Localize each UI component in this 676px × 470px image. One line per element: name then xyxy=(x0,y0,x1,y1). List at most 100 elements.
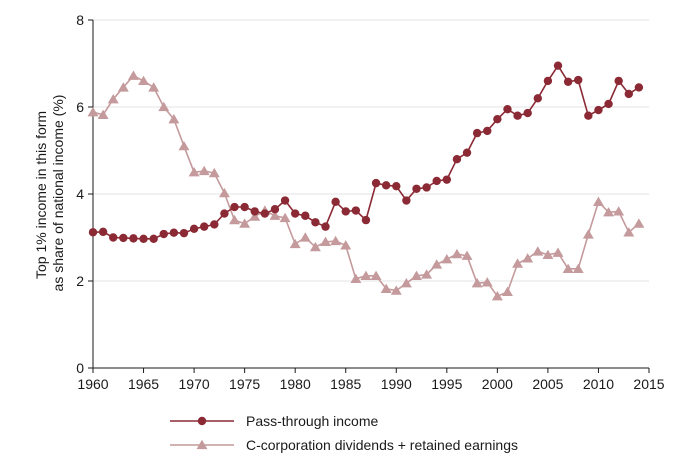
data-point-0-1982 xyxy=(311,218,320,227)
data-point-1-1985 xyxy=(340,240,352,250)
data-point-0-1974 xyxy=(230,202,239,212)
y-tick-label-6: 6 xyxy=(76,99,84,115)
data-point-1-1964 xyxy=(127,70,139,80)
data-point-1-1961 xyxy=(97,109,109,119)
data-point-0-2010 xyxy=(594,105,603,115)
data-point-1-1978 xyxy=(269,210,281,220)
data-point-1-2013 xyxy=(623,227,635,237)
data-point-1-2012 xyxy=(613,206,625,216)
data-point-0-1966 xyxy=(149,234,158,244)
data-point-0-2000 xyxy=(493,114,502,124)
data-point-0-1997 xyxy=(462,148,472,157)
data-point-0-1963 xyxy=(119,233,128,243)
legend-label-pass-through: Pass-through income xyxy=(246,413,379,429)
y-tick-label-4: 4 xyxy=(76,186,84,202)
data-point-1-1976 xyxy=(249,211,261,221)
data-point-0-2001 xyxy=(503,104,512,114)
x-tick-label-1985: 1985 xyxy=(330,376,361,392)
x-tick-label-2005: 2005 xyxy=(532,376,563,392)
data-point-1-1968 xyxy=(168,113,180,124)
data-point-1-2007 xyxy=(562,263,574,273)
data-point-0-1964 xyxy=(129,234,138,243)
data-point-0-2003 xyxy=(523,108,532,118)
data-point-0-1969 xyxy=(179,228,189,238)
data-point-0-2009 xyxy=(584,111,593,120)
data-point-0-1976 xyxy=(250,207,259,216)
data-point-0-1999 xyxy=(483,126,492,136)
data-point-1-1962 xyxy=(107,93,119,104)
data-point-1-2004 xyxy=(532,246,544,256)
data-point-1-2005 xyxy=(542,249,554,260)
data-point-0-1977 xyxy=(260,209,270,218)
x-tick-label-2000: 2000 xyxy=(482,376,513,392)
data-point-0-1983 xyxy=(321,222,330,231)
data-point-0-1985 xyxy=(341,207,350,216)
series-1 xyxy=(87,70,645,301)
legend-item-pass-through: Pass-through income xyxy=(170,413,379,429)
data-point-0-1968 xyxy=(169,228,179,237)
data-point-0-2008 xyxy=(574,75,583,85)
data-point-1-1967 xyxy=(158,101,170,112)
data-point-1-1995 xyxy=(441,254,453,264)
data-point-0-2012 xyxy=(614,76,623,86)
x-tick-label-1960: 1960 xyxy=(77,376,108,392)
x-tick-label-2015: 2015 xyxy=(633,376,664,392)
data-point-0-1996 xyxy=(452,155,462,164)
data-point-1-1998 xyxy=(471,277,483,288)
data-point-0-1978 xyxy=(270,205,280,214)
legend-key-c-corporation xyxy=(170,439,234,450)
data-point-1-1996 xyxy=(451,248,463,259)
data-point-0-2013 xyxy=(624,89,633,99)
x-tick-label-2010: 2010 xyxy=(583,376,614,392)
legend-item-c-corporation: C-corporation dividends + retained earni… xyxy=(170,437,518,453)
data-point-0-2006 xyxy=(553,61,563,70)
data-point-1-2001 xyxy=(502,286,513,297)
legend-marker-0 xyxy=(197,416,207,426)
data-point-1-1997 xyxy=(461,250,473,260)
data-point-0-2004 xyxy=(533,94,542,103)
data-point-0-1991 xyxy=(402,196,411,205)
data-point-0-1987 xyxy=(361,215,371,225)
data-point-1-1993 xyxy=(421,269,433,279)
data-point-1-2000 xyxy=(491,291,503,301)
data-point-0-1967 xyxy=(159,229,168,239)
data-point-1-1974 xyxy=(229,214,240,225)
data-point-1-1975 xyxy=(239,218,251,228)
x-tick-label-1980: 1980 xyxy=(280,376,311,392)
x-tick-label-1970: 1970 xyxy=(179,376,210,392)
data-point-1-2010 xyxy=(592,196,604,206)
data-point-1-1983 xyxy=(320,236,331,247)
data-point-0-1970 xyxy=(189,224,199,233)
y-axis-title-line-2: as share of national income (%) xyxy=(50,95,66,292)
data-point-1-1999 xyxy=(481,277,493,287)
x-tick-label-1965: 1965 xyxy=(128,376,159,392)
data-point-1-1982 xyxy=(309,241,321,252)
data-point-0-1979 xyxy=(280,196,290,205)
data-point-1-1986 xyxy=(350,273,362,283)
legend-label-c-corporation: C-corporation dividends + retained earni… xyxy=(246,437,518,453)
data-point-1-2002 xyxy=(512,258,524,268)
data-point-0-1980 xyxy=(290,209,300,218)
data-point-0-1994 xyxy=(432,176,441,186)
y-tick-label-8: 8 xyxy=(76,12,84,28)
data-point-0-1992 xyxy=(412,184,421,193)
series-0 xyxy=(88,61,644,244)
y-axis-title-line-1: Top 1% income in this form xyxy=(33,111,49,279)
data-point-1-1992 xyxy=(411,270,422,280)
data-point-1-2008 xyxy=(572,263,584,273)
data-point-0-1971 xyxy=(200,222,209,231)
data-point-0-1981 xyxy=(301,211,310,220)
y-tick-label-2: 2 xyxy=(76,273,84,289)
data-point-0-1975 xyxy=(240,202,249,212)
data-point-0-1998 xyxy=(472,128,482,138)
tick-labels: 0 2 4 6 8 1960 1965 1970 1975 1980 1985 1990 1995 200… xyxy=(76,12,665,392)
y-axis-title: Top 1% income in this form as share of n… xyxy=(33,95,66,292)
series-line-1 xyxy=(92,74,640,298)
data-point-0-1988 xyxy=(371,178,381,188)
legend-marker-1 xyxy=(196,439,208,450)
data-point-0-2002 xyxy=(513,111,522,120)
data-point-1-1990 xyxy=(390,285,402,295)
data-point-1-1970 xyxy=(188,167,200,177)
legend: Pass-through income C-corporation divide… xyxy=(170,413,518,453)
